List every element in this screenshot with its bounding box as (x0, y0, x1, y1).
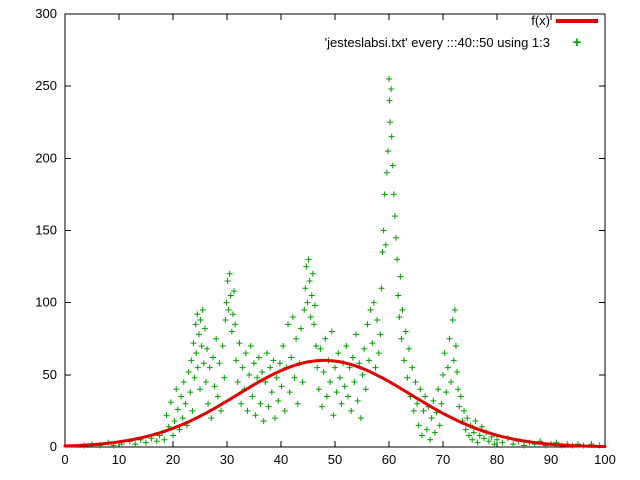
x-tick-label: 80 (490, 452, 504, 467)
y-tick-label: 200 (35, 150, 57, 165)
x-tick-label: 0 (61, 452, 68, 467)
legend-line-sample (554, 18, 600, 23)
green-plus-icon: + (572, 33, 582, 51)
legend-label-datafile: 'jesteslabsi.txt' every :::40::50 using … (324, 35, 550, 50)
legend-label-fx: f(x) (531, 13, 550, 28)
x-tick-label: 50 (328, 452, 342, 467)
x-tick-label: 10 (112, 452, 126, 467)
y-tick-label: 50 (43, 367, 57, 382)
x-tick-label: 40 (274, 452, 288, 467)
y-tick-label: 100 (35, 295, 57, 310)
x-tick-label: 60 (382, 452, 396, 467)
x-tick-label: 70 (436, 452, 450, 467)
fx-curve (63, 358, 607, 449)
y-tick-label: 250 (35, 78, 57, 93)
x-tick-label: 90 (544, 452, 558, 467)
legend-point-sample: + (554, 33, 600, 51)
x-tick-label: 20 (166, 452, 180, 467)
y-tick-label: 300 (35, 6, 57, 21)
x-tick-label: 30 (220, 452, 234, 467)
legend-item-datafile: 'jesteslabsi.txt' every :::40::50 using … (324, 33, 600, 51)
red-line-icon (556, 18, 598, 23)
legend: f(x) 'jesteslabsi.txt' every :::40::50 u… (325, 13, 600, 50)
x-tick-label: 100 (594, 452, 616, 467)
scatter-series (80, 75, 603, 449)
y-tick-label: 0 (50, 439, 57, 454)
y-tick-label: 150 (35, 223, 57, 238)
legend-item-fx: f(x) (531, 13, 600, 28)
